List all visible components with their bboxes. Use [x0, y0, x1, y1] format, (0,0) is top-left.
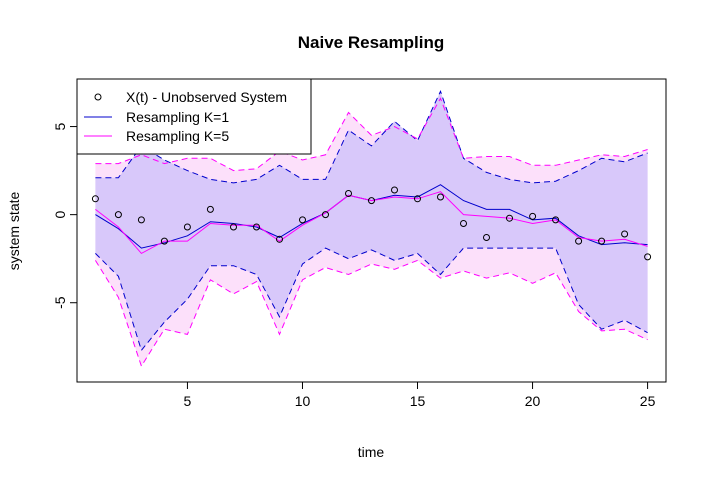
x-tick-label: 10 [295, 393, 311, 409]
legend: X(t) - Unobserved System Resampling K=1 … [76, 78, 312, 155]
observation-point [391, 186, 398, 194]
observation-point [644, 253, 652, 261]
observation-point [91, 195, 99, 203]
legend-point-symbol [94, 93, 102, 101]
observation-point [183, 223, 191, 231]
upper-bound-k5 [95, 97, 648, 172]
observation-point [529, 212, 537, 220]
observation-points [91, 186, 652, 261]
observation-point [230, 223, 237, 231]
legend-label-k5: Resampling K=5 [126, 128, 229, 144]
x-tick-label: 20 [525, 393, 541, 409]
lower-bound-k1 [95, 247, 648, 352]
y-tick-label: -5 [52, 296, 68, 309]
observation-point [483, 234, 490, 241]
observation-point [299, 216, 306, 224]
observation-point [345, 190, 352, 197]
y-tick-label: 0 [52, 210, 68, 218]
observation-point [368, 197, 375, 205]
legend-box [76, 78, 312, 155]
observation-point [575, 237, 583, 245]
bound-lines [94, 89, 648, 368]
observation-point [276, 235, 283, 243]
x-tick-label: 5 [184, 393, 192, 409]
observation-point [460, 220, 467, 227]
mean-lines [95, 184, 648, 255]
lower-bound-k5 [94, 259, 648, 368]
legend-label-observations: X(t) - Unobserved System [126, 89, 287, 105]
confidence-bands [95, 91, 648, 367]
x-axis-title: time [358, 444, 385, 460]
observation-point [621, 230, 629, 238]
band-k1 [95, 91, 648, 351]
chart-title: Naive Resampling [298, 33, 444, 52]
observation-point [114, 211, 122, 219]
observation-point [253, 223, 260, 231]
x-axis: 5 10 15 20 25 [184, 381, 656, 409]
observation-point [506, 214, 513, 222]
y-axis-title: system state [6, 192, 22, 271]
legend-label-k1: Resampling K=1 [126, 109, 229, 125]
observation-point [206, 205, 214, 213]
x-tick-label: 25 [640, 393, 656, 409]
upper-bound-k1 [95, 89, 648, 184]
observation-point [414, 195, 421, 203]
observation-point [552, 216, 560, 224]
observation-point [160, 237, 168, 245]
observation-point [598, 237, 606, 245]
y-axis: -5 0 5 [52, 122, 78, 309]
observation-point [322, 211, 329, 219]
mean-line-k5 [95, 191, 648, 255]
x-tick-label: 15 [410, 393, 426, 409]
observation-point [137, 216, 145, 224]
y-tick-label: 5 [52, 122, 68, 130]
observation-point [437, 193, 444, 201]
